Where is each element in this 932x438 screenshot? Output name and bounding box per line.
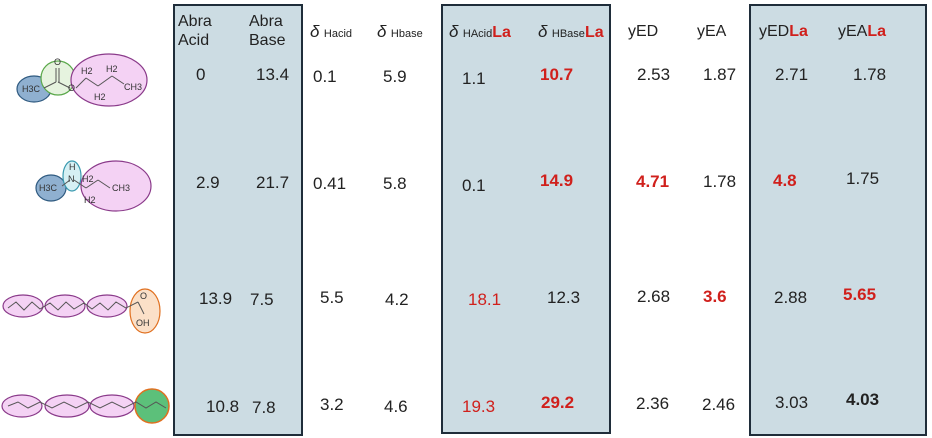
r4-abra-acid: 10.8 [206, 397, 240, 416]
r1-yea-la: 1.78 [853, 65, 887, 84]
r3-delta-hbase: 4.2 [385, 290, 409, 309]
r2-yed: 4.71 [636, 172, 670, 191]
r2-delta-hbase: 5.8 [383, 174, 407, 193]
m2-ch3-label: CH3 [112, 183, 130, 193]
m2-n-label: N [68, 174, 75, 184]
r4-delta-hacid-la: 19.3 [462, 397, 496, 416]
r3-delta-hacid: 5.5 [320, 288, 344, 307]
r4-delta-hacid: 3.2 [320, 395, 344, 414]
m1-o-mid-label: O [68, 83, 75, 93]
header-delta-hbase: δ Hbase [377, 22, 423, 41]
r2-delta-hacid: 0.41 [313, 174, 347, 193]
r2-abra-base: 21.7 [256, 173, 290, 192]
m2-h-label: H [69, 162, 76, 172]
r3-yed-la: 2.88 [774, 288, 808, 307]
r1-yed: 2.53 [637, 65, 671, 84]
header-yea-la: yEALa [838, 23, 887, 40]
molecule-ester-icon: H3C O O H2 H2 H2 CH3 [16, 53, 148, 107]
r1-delta-hbase: 5.9 [383, 67, 407, 86]
la-y-panel [749, 4, 927, 436]
header-delta-hbase-la: δ HBaseLa [538, 22, 604, 41]
m3-o-label: O [140, 291, 147, 301]
r3-delta-hacid-la: 18.1 [468, 290, 502, 309]
r3-delta-hbase-la: 12.3 [547, 288, 581, 307]
m1-h2a-label: H2 [81, 66, 93, 76]
m1-h3c-label: H3C [22, 84, 41, 94]
m1-h2b-label: H2 [106, 64, 118, 74]
header-abra-base: Abra Base [249, 13, 286, 50]
r1-delta-hacid: 0.1 [313, 67, 337, 86]
r1-delta-hacid-la: 1.1 [462, 69, 486, 88]
r3-yed: 2.68 [637, 287, 671, 306]
r4-abra-base: 7.8 [252, 398, 276, 417]
m3-oh-label: OH [136, 318, 150, 328]
r2-abra-acid: 2.9 [196, 173, 220, 192]
molecule-amine-icon: H3C H N H2 H2 CH3 [35, 160, 152, 212]
m1-h2c-label: H2 [94, 92, 106, 102]
header-yed: yED [628, 23, 659, 40]
r1-abra-base: 13.4 [256, 65, 290, 84]
r1-yea: 1.87 [703, 65, 737, 84]
r4-yea: 2.46 [702, 395, 736, 414]
r4-yea-la: 4.03 [846, 390, 880, 409]
r4-yed: 2.36 [636, 394, 670, 413]
molecule-long-chain-icon [1, 388, 170, 424]
r1-delta-hbase-la: 10.7 [540, 65, 574, 84]
r3-yea-la: 5.65 [843, 285, 877, 304]
m2-h2a-label: H2 [82, 174, 94, 184]
header-yea: yEA [697, 23, 727, 40]
abraham-panel [173, 4, 303, 436]
r4-delta-hbase: 4.6 [384, 397, 408, 416]
r2-yed-la: 4.8 [773, 171, 797, 190]
r2-delta-hacid-la: 0.1 [462, 176, 486, 195]
m2-h2b-label: H2 [84, 195, 96, 205]
la-delta-panel [441, 4, 611, 434]
molecule-fatty-acid-icon: O OH [2, 288, 161, 334]
header-delta-hacid-la: δ HAcidLa [449, 22, 511, 41]
r4-delta-hbase-la: 29.2 [541, 393, 575, 412]
m1-o-top-label: O [54, 57, 61, 67]
header-delta-hacid: δ Hacid [310, 22, 353, 41]
r2-delta-hbase-la: 14.9 [540, 171, 574, 190]
r4-yed-la: 3.03 [775, 393, 809, 412]
m2-h3c-label: H3C [39, 183, 58, 193]
r3-abra-acid: 13.9 [199, 289, 233, 308]
r2-yea: 1.78 [703, 172, 737, 191]
r3-abra-base: 7.5 [250, 290, 274, 309]
r1-abra-acid: 0 [196, 65, 206, 84]
r3-yea: 3.6 [703, 287, 727, 306]
header-abra-acid: Abra Acid [178, 13, 212, 50]
m1-ch3-label: CH3 [124, 82, 142, 92]
r2-yea-la: 1.75 [846, 169, 880, 188]
header-yed-la: yEDLa [759, 23, 808, 40]
r1-yed-la: 2.71 [775, 65, 809, 84]
